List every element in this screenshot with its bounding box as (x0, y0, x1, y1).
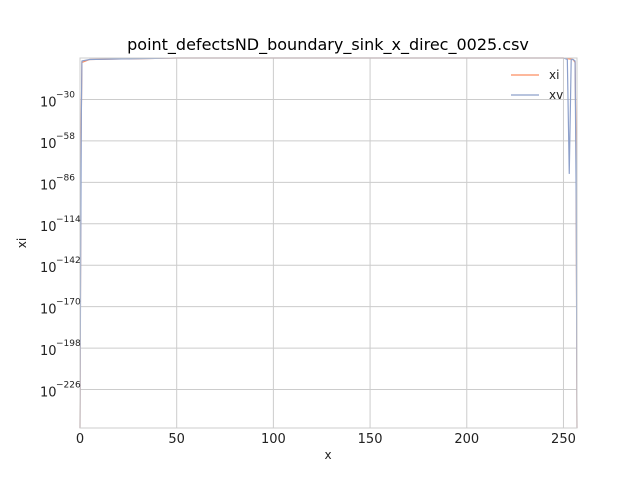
y-tick-exponent: −226 (56, 381, 81, 391)
legend-label-xv: xv (549, 88, 563, 102)
y-tick-base: 10 (40, 178, 57, 193)
y-tick-exponent: −114 (56, 215, 81, 225)
x-gridlines (79, 58, 564, 428)
x-tick-labels: 0 50 100 150 200 250 (76, 432, 576, 447)
y-tick-label: 10 −142 (40, 256, 81, 276)
x-tick-label: 50 (168, 432, 185, 447)
y-axis-label: xi (15, 238, 29, 248)
y-tick-label: 10 −170 (40, 298, 81, 318)
x-axis-label: x (324, 448, 331, 462)
x-tick-label: 250 (551, 432, 576, 447)
y-tick-base: 10 (40, 344, 57, 359)
y-tick-label: 10 −86 (40, 173, 75, 193)
y-tick-base: 10 (40, 137, 57, 152)
x-tick-label: 100 (261, 432, 286, 447)
y-tick-base: 10 (40, 95, 57, 110)
y-tick-exponent: −198 (56, 339, 81, 349)
y-tick-base: 10 (40, 220, 57, 235)
y-tick-label: 10 −226 (40, 381, 81, 401)
y-tick-label: 10 −114 (40, 215, 81, 235)
x-tick-label: 0 (76, 432, 84, 447)
y-tick-base: 10 (40, 261, 57, 276)
legend-label-xi: xi (549, 68, 559, 82)
y-tick-exponent: −30 (56, 90, 75, 100)
chart-title: point_defectsND_boundary_sink_x_direc_00… (127, 35, 529, 55)
series-line-xi (79, 57, 578, 429)
x-tick-label: 200 (454, 432, 479, 447)
y-tick-label: 10 −30 (40, 90, 75, 110)
plot-frame (79, 57, 578, 429)
y-tick-exponent: −58 (56, 132, 75, 142)
x-tick-label: 150 (358, 432, 383, 447)
y-gridlines (80, 98, 577, 391)
series-layer (79, 57, 578, 429)
series-line-xv (79, 57, 578, 429)
y-tick-label: 10 −198 (40, 339, 81, 359)
y-tick-exponent: −142 (56, 256, 81, 266)
legend: xi xv (511, 68, 563, 102)
y-tick-base: 10 (40, 386, 57, 401)
y-tick-base: 10 (40, 303, 57, 318)
y-tick-label: 10 −58 (40, 132, 75, 152)
y-tick-exponent: −170 (56, 298, 81, 308)
y-tick-exponent: −86 (56, 173, 75, 183)
